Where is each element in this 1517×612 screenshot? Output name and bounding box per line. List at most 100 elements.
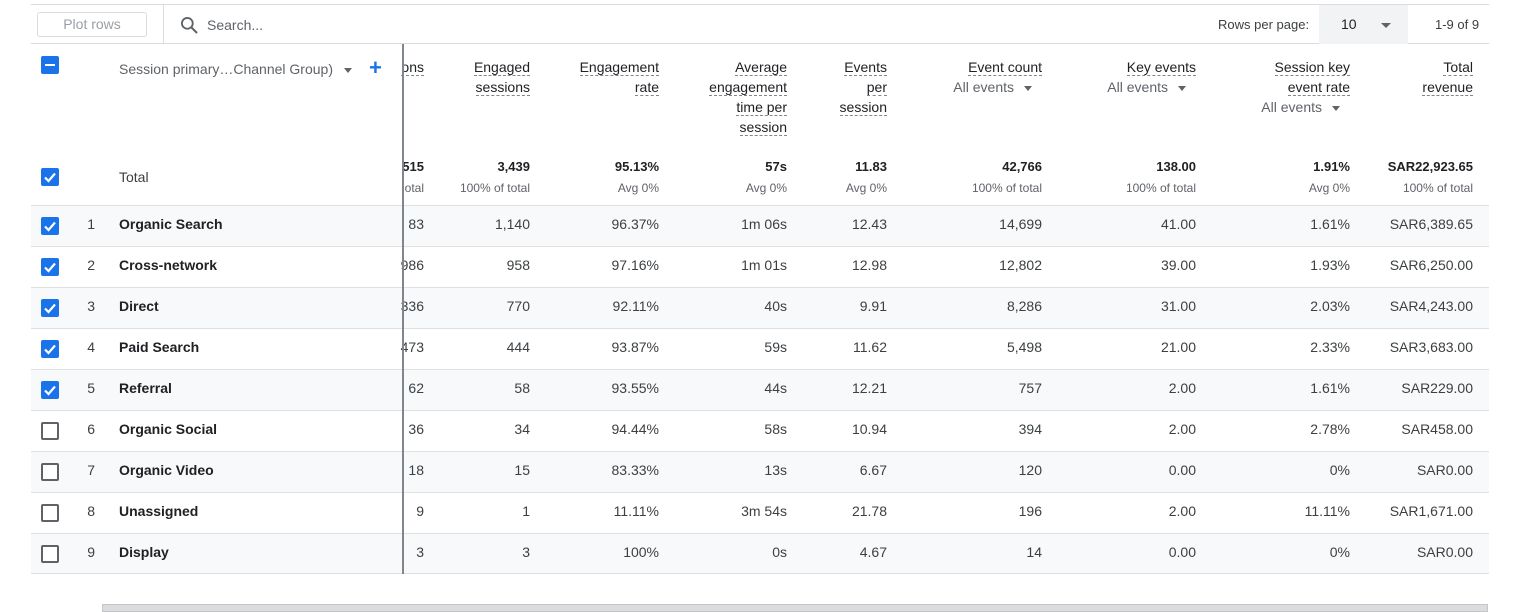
chevron-down-icon[interactable] (1332, 105, 1340, 111)
column-header-session-key-event-rate[interactable]: Session key event rate (1220, 57, 1350, 97)
table-cell: 0% (1329, 544, 1350, 560)
table-row[interactable] (31, 287, 1489, 328)
column-header-engaged-sessions[interactable]: Engaged sessions (430, 57, 530, 97)
table-row[interactable] (31, 492, 1489, 533)
total-subtext: Avg 0% (845, 181, 887, 195)
table-row[interactable] (31, 451, 1489, 492)
total-subtext: Avg 0% (1308, 181, 1350, 195)
table-cell: 10.94 (851, 421, 887, 437)
row-channel-name[interactable]: Referral (119, 380, 172, 396)
row-channel-name[interactable]: Cross-network (119, 257, 218, 273)
row-channel-name[interactable]: Organic Search (119, 216, 223, 232)
table-cell: SAR3,683.00 (1389, 339, 1473, 355)
table-row[interactable] (31, 328, 1489, 369)
total-value: 11.83 (855, 159, 887, 174)
table-cell: 1m 06s (741, 216, 787, 232)
checkbox-icon[interactable] (41, 168, 59, 186)
column-header-sessions[interactable]: ons (364, 57, 424, 77)
event-filter-dropdown[interactable]: All events (1210, 99, 1340, 115)
table-cell: 11.11% (613, 503, 659, 519)
column-header-text: Event count (968, 59, 1042, 76)
table-cell: 39.00 (1160, 257, 1196, 273)
column-header-event-count[interactable]: Event count (912, 57, 1042, 77)
checkbox-icon[interactable] (41, 504, 59, 522)
plot-rows-button[interactable]: Plot rows (37, 12, 147, 37)
chevron-down-icon[interactable] (1024, 85, 1032, 91)
column-header-total-revenue[interactable]: Total revenue (1363, 57, 1473, 97)
row-number: 1 (87, 216, 95, 232)
table-cell: 58s (764, 421, 787, 437)
frozen-column-divider[interactable] (402, 44, 404, 574)
checkbox-icon[interactable] (41, 463, 59, 481)
column-header-avg-engagement-time[interactable]: Average engagement time per session (677, 57, 787, 137)
table-cell: 21.00 (1160, 339, 1196, 355)
table-cell: 770 (506, 298, 530, 314)
chevron-down-icon[interactable] (1381, 23, 1391, 28)
table-cell: 12.98 (851, 257, 887, 273)
event-filter-value[interactable]: All events (953, 79, 1014, 95)
table-cell: 3m 54s (741, 503, 787, 519)
toolbar-divider (163, 5, 164, 44)
checkbox-icon[interactable] (41, 299, 59, 317)
table-cell: 3 (416, 544, 424, 560)
horizontal-scrollbar[interactable] (102, 604, 1488, 612)
row-channel-name[interactable]: Unassigned (119, 503, 199, 519)
table-cell: 12.21 (851, 380, 887, 396)
table-cell: 2.03% (1310, 298, 1350, 314)
event-filter-value[interactable]: All events (1261, 99, 1322, 115)
search-input[interactable] (207, 14, 607, 36)
total-value: 3,439 (497, 159, 530, 174)
rows-per-page-value[interactable]: 10 (1341, 16, 1357, 32)
table-cell: 1 (522, 503, 530, 519)
rows-per-page-select[interactable] (1319, 5, 1408, 44)
table-cell: 93.55% (611, 380, 659, 396)
row-number: 8 (87, 503, 95, 519)
checkbox-icon[interactable] (41, 422, 59, 440)
column-header-text: session (839, 99, 887, 116)
row-channel-name[interactable]: Organic Social (119, 421, 218, 437)
row-number: 6 (87, 421, 95, 437)
table-cell: 2.00 (1168, 421, 1196, 437)
table-cell: 2.00 (1168, 503, 1196, 519)
column-header-events-per-session[interactable]: Events per session (807, 57, 887, 117)
table-cell: 40s (764, 298, 787, 314)
table-row[interactable] (31, 410, 1489, 451)
table-cell: 0s (772, 544, 787, 560)
dimension-header[interactable]: Session primary…Channel Group) (119, 61, 333, 77)
table-cell: SAR6,389.65 (1389, 216, 1473, 232)
table-row[interactable] (31, 533, 1489, 574)
column-header-engagement-rate[interactable]: Engagement rate (549, 57, 659, 97)
checkbox-icon[interactable] (41, 340, 59, 358)
table-row[interactable] (31, 205, 1489, 246)
event-filter-value[interactable]: All events (1107, 79, 1168, 95)
select-all-checkbox[interactable] (41, 56, 59, 74)
totals-label: Total (119, 169, 149, 185)
checkbox-icon[interactable] (41, 258, 59, 276)
row-channel-name[interactable]: Display (119, 544, 169, 560)
total-value: 1.91% (1313, 159, 1350, 174)
table-cell: 96.37% (611, 216, 659, 232)
total-value: 138.00 (1156, 159, 1196, 174)
event-filter-dropdown[interactable]: All events (902, 79, 1032, 95)
plus-icon[interactable]: + (369, 55, 382, 80)
table-cell: 62 (408, 380, 424, 396)
table-row[interactable] (31, 246, 1489, 287)
column-header-key-events[interactable]: Key events (1066, 57, 1196, 77)
table-cell: 0.00 (1168, 462, 1196, 478)
event-filter-dropdown[interactable]: All events (1056, 79, 1186, 95)
row-channel-name[interactable]: Organic Video (119, 462, 214, 478)
checkbox-icon[interactable] (41, 545, 59, 563)
checkbox-icon[interactable] (41, 381, 59, 399)
checkbox-icon[interactable] (41, 217, 59, 235)
table-row[interactable] (31, 369, 1489, 410)
chevron-down-icon[interactable] (344, 68, 352, 73)
table-cell: 18 (408, 462, 424, 478)
table-cell: 34 (514, 421, 530, 437)
table-cell: 5,498 (1006, 339, 1042, 355)
column-header-text: engagement (709, 79, 787, 96)
table-cell: 986 (400, 257, 424, 273)
row-channel-name[interactable]: Paid Search (119, 339, 200, 355)
row-channel-name[interactable]: Direct (119, 298, 159, 314)
chevron-down-icon[interactable] (1178, 85, 1186, 91)
table-cell: 2.33% (1310, 339, 1350, 355)
